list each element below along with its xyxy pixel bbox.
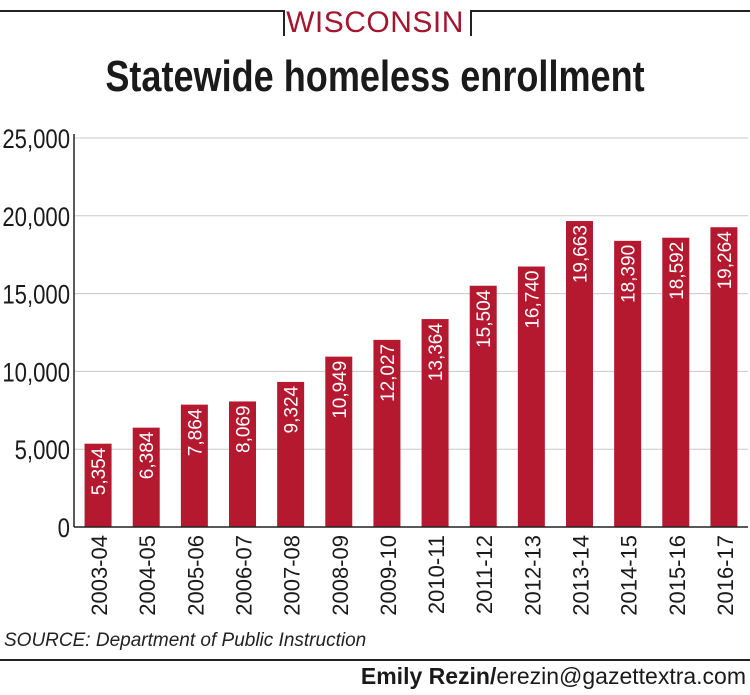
kicker-line-left	[0, 10, 285, 12]
x-tick-label: 2007-08	[280, 535, 305, 616]
data-label: 15,504	[474, 289, 495, 348]
bars	[84, 221, 738, 528]
x-tick-label: 2003-04	[87, 535, 112, 616]
data-label: 10,949	[330, 361, 351, 419]
bar	[277, 381, 305, 527]
data-label: 16,740	[522, 271, 543, 329]
bar	[373, 339, 401, 527]
data-label: 6,384	[137, 431, 158, 479]
y-tick-label: 10,000	[2, 358, 70, 388]
chart-title: Statewide homeless enrollment	[105, 52, 645, 101]
x-tick-label: 2015-16	[665, 535, 690, 616]
bar	[421, 319, 449, 527]
x-tick-label: 2011-12	[472, 535, 497, 614]
bar	[614, 240, 642, 527]
source-note: SOURCE: Department of Public Instruction	[4, 630, 367, 651]
x-tick-label: 2005-06	[183, 535, 208, 616]
data-label: 18,390	[619, 245, 640, 303]
kicker-label: WISCONSIN	[286, 6, 464, 39]
bar	[180, 404, 208, 527]
y-axis-ticks: 0 5,000 10,000 15,000 20,000 25,000	[2, 125, 70, 544]
data-label: 18,592	[667, 242, 688, 300]
data-label: 7,864	[185, 408, 206, 456]
byline: Emily Rezin/erezin@gazettextra.com	[361, 663, 746, 690]
data-label: 19,663	[571, 225, 592, 283]
x-tick-label: 2008-09	[328, 535, 353, 616]
bar	[662, 237, 690, 527]
x-tick-label: 2016-17	[713, 535, 738, 616]
x-tick-label: 2006-07	[232, 535, 257, 616]
axis-lines	[73, 134, 748, 528]
x-tick-label: 2014-15	[617, 535, 642, 616]
y-tick-label: 15,000	[2, 281, 70, 311]
bar	[710, 227, 738, 527]
data-label: 12,027	[378, 344, 399, 402]
gridlines	[74, 137, 748, 450]
kicker-line-right	[470, 10, 750, 12]
data-label: 19,264	[715, 231, 736, 290]
data-label: 9,324	[282, 385, 303, 433]
x-tick-label: 2009-10	[376, 535, 401, 616]
data-label: 13,364	[426, 323, 447, 382]
x-tick-label: 2004-05	[135, 535, 160, 616]
x-axis-ticks: 2003-04 2004-05 2005-06 2006-07 2007-08 2008-…	[87, 535, 738, 616]
kicker-rule-right	[470, 10, 472, 36]
data-label: 8,069	[234, 405, 255, 453]
bar	[469, 285, 497, 527]
x-tick-label: 2010-11	[424, 535, 449, 614]
bar	[517, 266, 545, 527]
y-tick-label: 20,000	[2, 203, 70, 233]
bar	[566, 221, 593, 528]
data-label: 5,354	[89, 447, 110, 495]
data-labels: 5,354 6,384 7,864 8,069 9,324 10,949 12,027 13,…	[89, 225, 736, 495]
y-tick-label: 25,000	[2, 125, 70, 155]
byline-name: Emily Rezin/	[360, 663, 497, 689]
x-tick-label: 2012-13	[520, 535, 545, 616]
y-tick-label: 5,000	[15, 436, 70, 466]
bar	[132, 427, 160, 527]
footer-rule	[0, 659, 750, 661]
bar-chart: 0 5,000 10,000 15,000 20,000 25,000 5,354 6,38…	[2, 125, 748, 616]
byline-email: erezin@gazettextra.com	[496, 663, 746, 689]
bar	[84, 443, 112, 527]
bar	[325, 356, 353, 527]
y-tick-label: 0	[58, 514, 70, 544]
x-tick-label: 2013-14	[569, 535, 594, 616]
bar	[229, 401, 256, 527]
kicker-rule-left	[283, 10, 285, 36]
